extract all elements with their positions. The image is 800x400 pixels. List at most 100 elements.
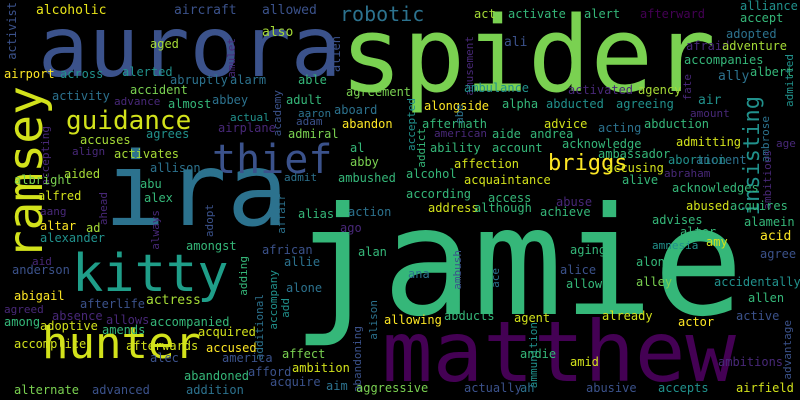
word-abandoned: abandoned (184, 369, 250, 383)
word-ana: ana (408, 267, 430, 281)
word-achieve: achieve (540, 205, 591, 219)
word-accomplice: accomplice (14, 337, 87, 351)
word-advice: advice (544, 117, 588, 131)
word-alive: alive (622, 173, 659, 187)
word-alley: alley (636, 275, 673, 289)
word-ali: ali (504, 35, 528, 50)
word-advantage: advantage (781, 320, 794, 380)
word-robotic: robotic (340, 2, 425, 26)
word-allow: allow (566, 277, 603, 291)
word-alex: alex (144, 191, 173, 205)
word-acid: acid (760, 229, 792, 244)
word-accepts: accepts (658, 381, 709, 395)
word-amongst: amongst (186, 239, 237, 253)
word-admitted: admitted (783, 54, 796, 107)
word-accept: accept (740, 11, 784, 25)
word-accused: accused (206, 341, 257, 355)
word-air: air (698, 93, 722, 108)
word-ambition: ambition (292, 361, 350, 375)
word-address: address (428, 201, 479, 215)
word-allison: allison (150, 161, 201, 175)
word-american: american (434, 127, 487, 140)
word-ambulance: ambulance (464, 81, 530, 95)
word-acknowledge: acknowledge (562, 137, 642, 151)
word-alan: alan (358, 245, 387, 259)
word-alfred: alfred (38, 189, 82, 203)
word-agency: agency (638, 83, 682, 97)
word-always: always (149, 210, 162, 250)
word-aggressive: aggressive (356, 381, 429, 395)
word-alerted: alerted (122, 65, 173, 79)
word-active: active (736, 309, 780, 323)
word-abigail: abigail (14, 289, 65, 303)
word-adopted: adopted (726, 27, 777, 41)
word-adventure: adventure (722, 39, 788, 53)
word-aaron: aaron (298, 107, 332, 120)
word-across: across (60, 67, 104, 81)
word-aim: aim (326, 379, 348, 393)
word-america: america (222, 351, 273, 365)
word-agree: agree (760, 247, 797, 261)
word-actor: actor (678, 315, 715, 329)
word-alliance: alliance (740, 0, 798, 13)
word-acquires: acquires (730, 199, 788, 213)
word-albert: albert (750, 65, 794, 79)
word-allie: allie (284, 255, 321, 269)
word-alert: alert (584, 7, 621, 21)
word-andie: andie (520, 347, 557, 361)
word-aurora: aurora (38, 0, 342, 96)
word-al: al (350, 141, 365, 155)
word-alpha: alpha (502, 97, 539, 111)
word-alarm: alarm (230, 73, 267, 87)
word-abruptly: abruptly (170, 73, 228, 87)
word-addict: addict (415, 128, 428, 168)
word-agrees: agrees (146, 127, 190, 141)
word-activate: activate (508, 7, 566, 21)
word-agreement: agreement (346, 85, 412, 99)
word-alien: alien (329, 36, 343, 73)
word-accidentally: accidentally (714, 275, 800, 289)
word-agreed: agreed (4, 303, 44, 316)
word-alias: alias (298, 207, 335, 221)
word-activity: activity (52, 89, 110, 103)
word-allen: allen (748, 291, 785, 305)
word-ability: ability (430, 141, 481, 155)
word-adoptive: adoptive (40, 319, 98, 333)
word-ambitions: ambitions (718, 355, 784, 369)
word-act: act (474, 7, 496, 21)
word-abandon: abandon (342, 117, 393, 131)
word-also: also (262, 25, 294, 40)
word-albright: albright (14, 173, 72, 187)
word-abu: abu (140, 177, 162, 191)
word-aboard: aboard (334, 103, 378, 117)
word-allowed: allowed (262, 3, 317, 18)
word-actually: actually (464, 381, 522, 395)
word-airport: airport (4, 67, 55, 81)
word-guidance: guidance (66, 106, 192, 136)
word-alone: alone (286, 281, 323, 295)
word-ah: ah (520, 381, 535, 395)
word-amnesia: amnesia (652, 239, 699, 252)
word-activates: activates (114, 147, 180, 161)
word-matthew: matthew (382, 303, 737, 400)
word-abduction: abduction (644, 117, 710, 131)
word-amy: amy (706, 235, 728, 249)
word-airfield: airfield (736, 381, 794, 395)
word-adam: adam (296, 115, 323, 128)
word-abe: abe (453, 104, 466, 124)
word-ace: ace (489, 268, 502, 288)
word-acting: acting (598, 121, 642, 135)
word-aircraft: aircraft (174, 3, 237, 18)
word-adding: adding (237, 256, 250, 296)
word-adopt: adopt (203, 204, 216, 238)
word-aide: aide (492, 127, 521, 141)
word-jamie: jamie (292, 176, 744, 350)
word-alternate: alternate (14, 383, 80, 397)
word-acquired: acquired (198, 325, 256, 339)
word-accuses: accuses (80, 133, 131, 147)
word-account: account (492, 141, 543, 155)
word-fate: fate (681, 74, 694, 101)
word-alison: alison (367, 300, 380, 340)
word-afterwards: afterwards (126, 339, 199, 353)
